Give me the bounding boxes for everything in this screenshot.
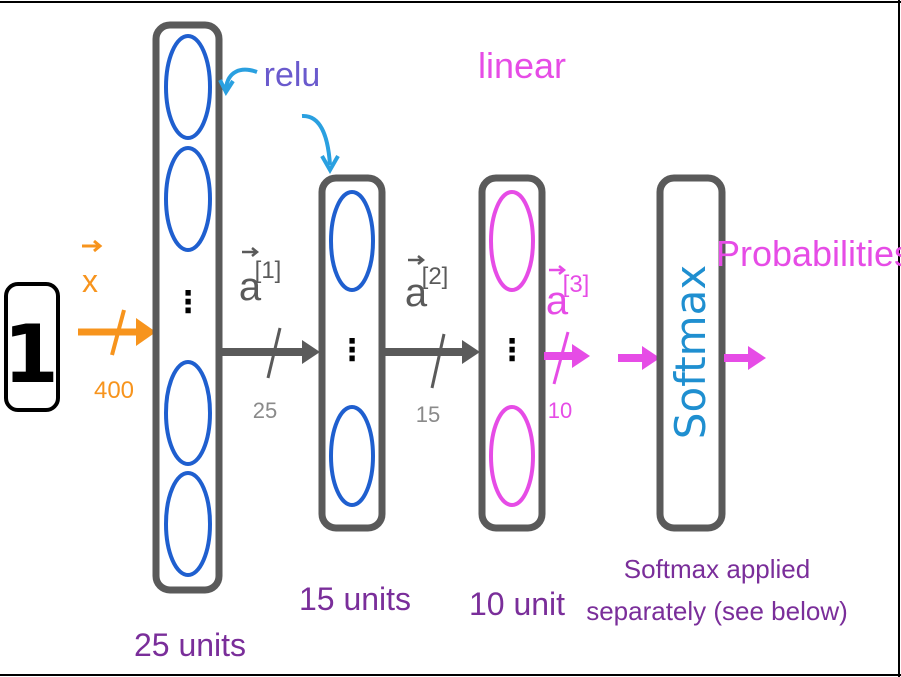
layer2-neuron <box>329 190 375 292</box>
arrow-into-softmax <box>618 346 660 370</box>
layer1-output-dim: 25 <box>253 398 277 423</box>
relu-arrow-2-head <box>320 155 340 175</box>
input-arrow <box>78 309 156 356</box>
a2-text: a <box>405 271 428 315</box>
arrow-layer2-layer3 <box>384 333 480 389</box>
probabilities-label: Probabilities <box>716 233 901 274</box>
relu-arrow-1 <box>224 67 258 89</box>
softmax-box: Softmax <box>656 174 726 532</box>
a3-text: a <box>546 279 569 323</box>
arrow-layer1-layer2 <box>220 327 320 379</box>
softmax-note-line1: Softmax applied <box>624 554 810 584</box>
layer1-units-label: 25 units <box>134 627 246 663</box>
softmax-note-line2: separately (see below) <box>586 596 848 626</box>
a2-superscript: [2] <box>422 263 449 290</box>
a2-label: a [2] <box>405 255 449 315</box>
layer1-box: ⋮ <box>152 21 223 594</box>
arrow-out-softmax <box>724 346 766 370</box>
layer2-output-dim: 15 <box>416 402 440 427</box>
layer1-neuron <box>164 34 212 140</box>
input-digit: 1 <box>3 308 59 401</box>
relu-arrow-2 <box>301 114 332 166</box>
layer1-neuron <box>164 146 212 252</box>
layer3-output-dim: 10 <box>548 398 572 423</box>
a1-label: a [1] <box>239 247 282 309</box>
input-x-text: x <box>82 263 98 299</box>
input-digit-box: 1 <box>3 282 60 412</box>
layer3-units-label: 10 unit <box>469 586 565 622</box>
layer1-ellipsis: ⋮ <box>173 285 203 320</box>
a3-label: a [3] <box>546 265 590 323</box>
arrow-layer3-out <box>544 331 590 385</box>
layer1-neuron <box>164 360 212 466</box>
input-dim-label: 400 <box>94 377 134 404</box>
layer3-ellipsis: ⋮ <box>497 333 527 368</box>
layer3-neuron <box>489 190 535 292</box>
layer3-neuron <box>489 405 535 507</box>
layer2-box: ⋮ <box>318 174 386 532</box>
a1-text: a <box>239 265 262 309</box>
a3-superscript: [3] <box>563 271 590 298</box>
layer3-box: ⋮ <box>478 174 546 532</box>
layer1-neuron <box>164 471 212 577</box>
layer2-ellipsis: ⋮ <box>337 333 367 368</box>
softmax-box-label: Softmax <box>666 265 715 439</box>
relu-arrow-1-head <box>218 79 235 97</box>
layer2-neuron <box>329 405 375 507</box>
a1-superscript: [1] <box>255 257 282 284</box>
layer2-units-label: 15 units <box>299 581 411 617</box>
relu-label: relu <box>264 56 321 94</box>
linear-label: linear <box>478 45 566 86</box>
input-vector-label: x <box>82 239 103 299</box>
